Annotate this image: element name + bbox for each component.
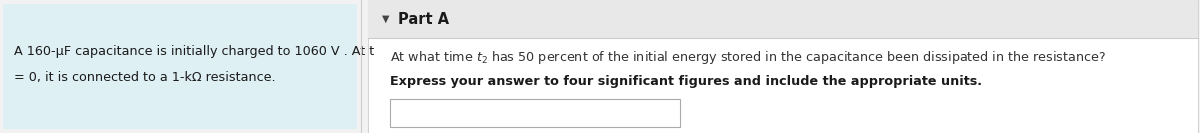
Text: Express your answer to four significant figures and include the appropriate unit: Express your answer to four significant … — [390, 74, 982, 88]
Bar — [390, 99, 680, 127]
Text: ▼: ▼ — [382, 14, 390, 24]
FancyBboxPatch shape — [2, 4, 358, 129]
Text: At what time $t_2$ has 50 percent of the initial energy stored in the capacitanc: At what time $t_2$ has 50 percent of the… — [390, 49, 1106, 65]
Text: A 160-μF capacitance is initially charged to 1060 V . At t: A 160-μF capacitance is initially charge… — [14, 45, 374, 57]
Text: = 0, it is connected to a 1-kΩ resistance.: = 0, it is connected to a 1-kΩ resistanc… — [14, 72, 276, 84]
Text: Part A: Part A — [398, 11, 449, 26]
Bar — [368, 0, 1198, 38]
Bar — [368, 0, 1198, 133]
